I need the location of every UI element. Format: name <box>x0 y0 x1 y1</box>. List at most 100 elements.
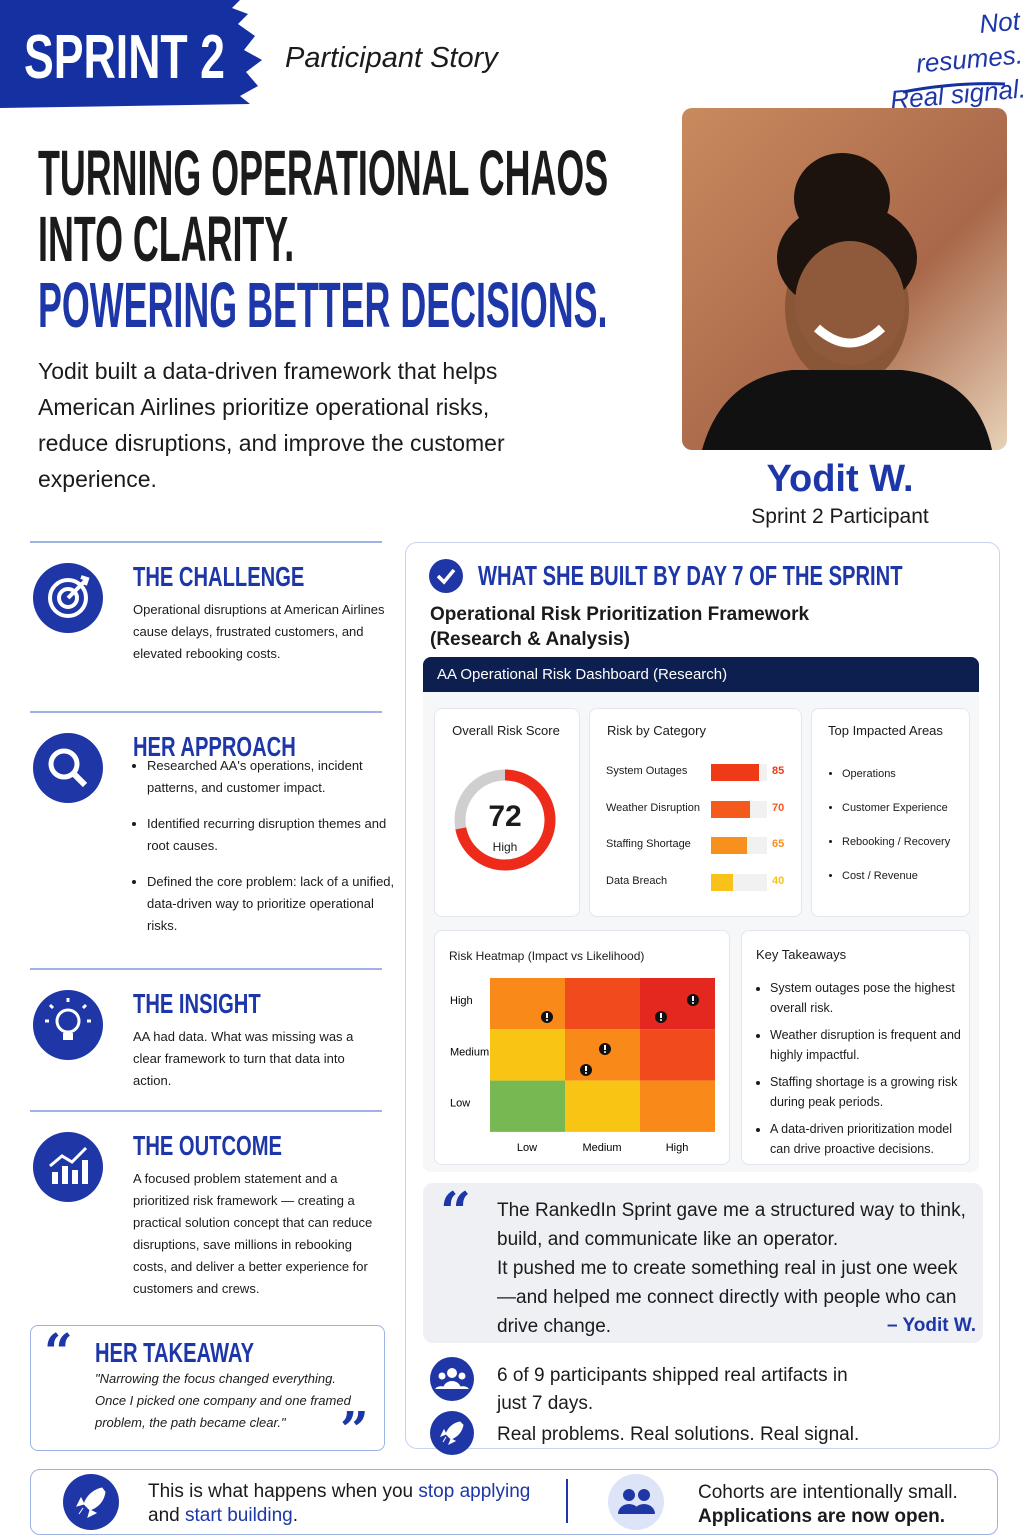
footer-right: Cohorts are intentionally small. Applicat… <box>698 1481 958 1529</box>
badge-brush <box>0 0 262 108</box>
x-label: Medium <box>582 1142 621 1154</box>
area: Operations <box>842 768 982 780</box>
heat-cell <box>640 978 715 1030</box>
section-icon <box>33 563 103 633</box>
divider <box>30 1110 382 1112</box>
person-name: Yodit W. <box>766 458 914 500</box>
people-icon <box>430 1357 474 1401</box>
takeaway-quote: "Narrowing the focus changed everything.… <box>95 1371 351 1430</box>
section-body: Operational disruptions at American Airl… <box>133 602 385 661</box>
footer-text: Cohorts are intentionally small. <box>698 1482 958 1503</box>
person-role: Sprint 2 Participant <box>751 505 929 528</box>
subtitle: Participant Story <box>285 42 498 74</box>
bar <box>711 764 759 781</box>
headline: TURNING OPERATIONAL CHAOS INTO CLARITY. … <box>38 140 1023 338</box>
category-name: Data Breach <box>606 874 668 887</box>
stat: Real problems. Real solutions. Real sign… <box>497 1424 860 1445</box>
quote-box <box>423 1183 983 1343</box>
quote-paragraph: It pushed me to create something real in… <box>497 1258 958 1337</box>
gauge-arc <box>455 769 556 871</box>
heat-cell <box>490 978 565 1030</box>
footer-left: This is what happens when you stop apply… <box>148 1480 530 1528</box>
heat-cell <box>565 1029 640 1081</box>
takeaway: Staffing shortage is a growing risk duri… <box>770 1072 975 1112</box>
section-icon <box>33 733 103 803</box>
section-icon <box>33 990 103 1060</box>
category-name: Staffing Shortage <box>606 838 691 850</box>
card-title: Top Impacted Areas <box>828 723 943 738</box>
underline <box>902 82 1006 94</box>
photo <box>682 108 1007 450</box>
bullet: Researched AA's operations, incident pat… <box>147 755 405 799</box>
bar <box>711 873 734 891</box>
category-value: 70 <box>772 801 785 814</box>
headline-line: INTO CLARITY. <box>38 203 295 275</box>
section-title: THE OUTCOME <box>133 1130 282 1161</box>
section-title: THE INSIGHT <box>133 988 261 1019</box>
category-value: 65 <box>772 838 785 850</box>
quote-mark: ” <box>340 1400 369 1459</box>
footer-text: This is what happens when you <box>148 1481 414 1502</box>
area: Rebooking / Recovery <box>842 836 982 848</box>
dashboard-title: AA Operational Risk Dashboard (Research) <box>423 657 979 692</box>
divider <box>30 968 382 970</box>
badge: SPRINT 2 <box>24 23 225 92</box>
y-label: High <box>450 995 473 1007</box>
quote-attribution: – Yodit W. <box>886 1315 976 1336</box>
heat-cell <box>640 1080 715 1132</box>
bullet: Defined the core problem: lack of a unif… <box>147 871 405 937</box>
area: Cost / Revenue <box>842 870 982 882</box>
bar <box>711 837 748 854</box>
headline-line: TURNING OPERATIONAL CHAOS <box>38 137 609 209</box>
takeaways-card <box>741 930 970 1165</box>
section-body: AA had data. What was missing was a clea… <box>133 1029 354 1088</box>
score-label: High <box>492 840 518 854</box>
heatmap: High Medium Low Low Medium High <box>450 978 715 1154</box>
footer-text: . <box>292 1505 298 1526</box>
section-body: A focused problem statement and a priori… <box>133 1171 373 1296</box>
takeaways-list: System outages pose the highest overall … <box>756 978 975 1166</box>
footer-text: and <box>148 1505 180 1526</box>
x-label: Low <box>517 1142 537 1154</box>
quote-text: The RankedIn Sprint gave me a structured… <box>497 1196 967 1341</box>
bullet: Identified recurring disruption themes a… <box>147 813 405 857</box>
quote-mark: “ <box>440 1180 472 1244</box>
category-value: 85 <box>772 765 785 777</box>
rocket-icon <box>63 1474 119 1530</box>
build-title: WHAT SHE BUILT BY DAY 7 OF THE SPRINT <box>478 560 903 591</box>
summary: Yodit built a data-driven framework that… <box>38 358 505 492</box>
bar <box>711 800 751 818</box>
rocket-icon <box>430 1411 474 1455</box>
headline-accent: POWERING BETTER DECISIONS. <box>38 269 608 341</box>
risk-marker <box>687 994 699 1006</box>
section-title: HER APPROACH <box>133 731 296 762</box>
section-list: Researched AA's operations, incident pat… <box>133 755 405 951</box>
category-value: 40 <box>772 874 785 887</box>
takeaway: System outages pose the highest overall … <box>770 978 975 1018</box>
takeaway: Weather disruption is frequent and highl… <box>770 1025 975 1065</box>
quote-paragraph: The RankedIn Sprint gave me a structured… <box>497 1200 966 1250</box>
footer-emphasis: stop applying <box>418 1481 531 1502</box>
heat-cell <box>565 978 640 1030</box>
card-title: Key Takeaways <box>756 947 847 962</box>
heat-cell <box>565 1080 640 1132</box>
heat-cell <box>640 1029 715 1081</box>
areas-list: Operations Customer Experience Rebooking /… <box>828 768 982 904</box>
gauge <box>454 769 556 871</box>
build-panel <box>405 542 1000 1449</box>
stat: 6 of 9 participants shipped real artifac… <box>497 1365 848 1414</box>
takeaway-title: HER TAKEAWAY <box>95 1337 255 1368</box>
risk-marker <box>580 1064 592 1076</box>
people-icon <box>608 1474 664 1530</box>
takeaway-box <box>30 1325 385 1451</box>
category-name: System Outages <box>606 765 688 777</box>
heat-cell <box>490 1080 565 1132</box>
risk-marker <box>655 1011 667 1023</box>
section-title: THE CHALLENGE <box>133 561 305 592</box>
quote-mark: “ <box>44 1322 73 1381</box>
divider <box>30 541 382 543</box>
divider <box>566 1479 568 1523</box>
section-icon <box>33 1132 103 1202</box>
risk-marker <box>541 1011 553 1023</box>
